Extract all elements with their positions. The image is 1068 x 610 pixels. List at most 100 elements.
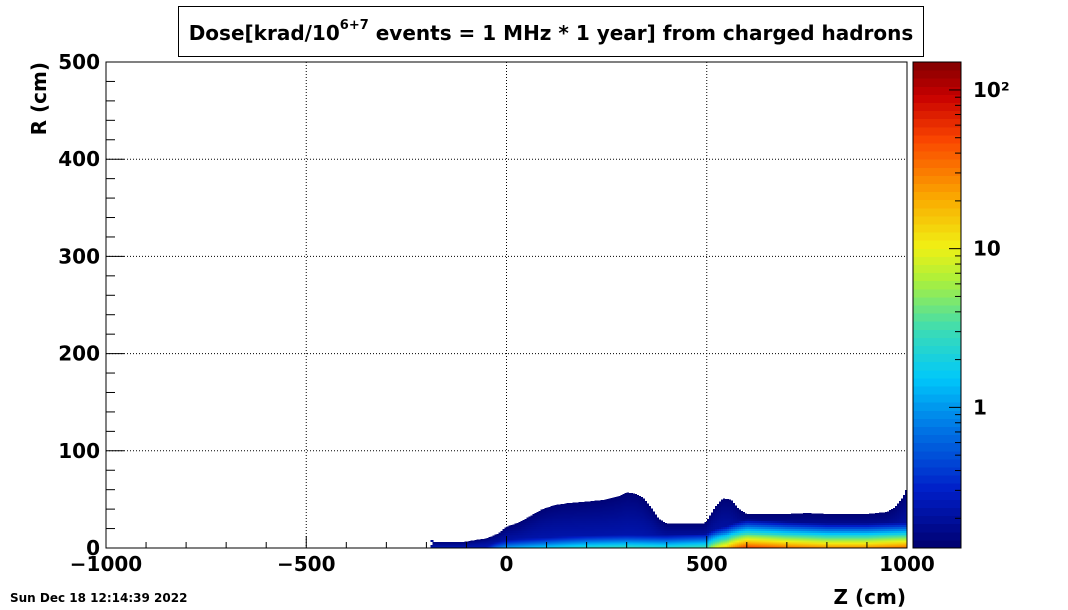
heatmap-cell — [678, 524, 682, 528]
heatmap-cell — [878, 534, 882, 537]
heatmap-cell — [660, 538, 664, 541]
heatmap-cell — [548, 536, 551, 539]
heatmap-cell — [904, 490, 908, 493]
heatmap-cell — [588, 513, 592, 516]
heatmap-cell — [854, 522, 858, 526]
heatmap-cell — [866, 528, 870, 531]
heatmap-cell — [706, 522, 710, 526]
heatmap-cell — [900, 509, 904, 512]
heatmap-cell — [858, 530, 862, 533]
heatmap-cell — [550, 514, 553, 518]
heatmap-cell — [514, 536, 517, 539]
heatmap-cell — [726, 542, 730, 545]
heatmap-cell — [720, 516, 724, 520]
heatmap-cell — [584, 513, 587, 516]
heatmap-cell — [860, 516, 864, 520]
heatmap-cell — [748, 544, 752, 547]
heatmap-cell — [802, 526, 806, 529]
heatmap-cell — [670, 546, 674, 549]
heatmap-cell — [722, 501, 726, 504]
heatmap-cell — [894, 507, 898, 510]
heatmap-cell — [800, 544, 804, 547]
heatmap-cell — [600, 514, 604, 518]
heatmap-cell — [700, 528, 704, 531]
heatmap-cell — [596, 503, 600, 506]
heatmap-cell — [612, 524, 616, 528]
heatmap-cell — [562, 532, 565, 535]
heatmap-cell — [744, 530, 748, 533]
heatmap-cell — [622, 544, 626, 547]
heatmap-cell — [472, 544, 475, 547]
heatmap-cell — [634, 501, 638, 504]
heatmap-cell — [850, 520, 854, 524]
heatmap-cell — [660, 532, 664, 535]
heatmap-cell — [612, 532, 616, 535]
heatmap-cell — [594, 503, 598, 506]
heatmap-cell — [580, 526, 583, 529]
heatmap-cell — [586, 511, 590, 514]
heatmap-cell — [614, 538, 618, 541]
heatmap-cell — [636, 546, 640, 549]
heatmap-cell — [870, 542, 874, 545]
heatmap-cell — [582, 509, 585, 512]
heatmap-cell — [540, 520, 543, 524]
heatmap-cell — [588, 522, 592, 526]
heatmap-cell — [688, 532, 692, 535]
heatmap-cell — [798, 514, 802, 518]
heatmap-cell — [724, 534, 728, 537]
heatmap-cell — [724, 544, 728, 547]
heatmap-cell — [672, 530, 676, 533]
heatmap-cell — [758, 524, 762, 528]
heatmap-cell — [824, 532, 828, 535]
heatmap-cell — [706, 546, 710, 549]
heatmap-cell — [490, 536, 493, 539]
heatmap-cell — [510, 534, 513, 537]
heatmap-cell — [776, 536, 780, 539]
heatmap-cell — [582, 530, 585, 533]
color-scale-band — [913, 386, 961, 395]
heatmap-cell — [744, 538, 748, 541]
heatmap-cell — [808, 540, 812, 543]
heatmap-cell — [680, 523, 684, 526]
heatmap-cell — [738, 518, 742, 522]
heatmap-cell — [668, 528, 672, 531]
heatmap-cell — [640, 534, 644, 537]
heatmap-cell — [670, 528, 674, 531]
heatmap-cell — [724, 524, 728, 528]
heatmap-cell — [484, 542, 487, 545]
heatmap-cell — [810, 514, 814, 518]
heatmap-cell — [892, 511, 896, 514]
heatmap-cell — [502, 544, 505, 547]
heatmap-cell — [654, 536, 658, 539]
heatmap-cell — [742, 540, 746, 543]
heatmap-cell — [798, 524, 802, 528]
heatmap-cell — [876, 532, 880, 535]
heatmap-cell — [540, 524, 543, 528]
heatmap-cell — [696, 534, 700, 537]
heatmap-cell — [888, 538, 892, 541]
heatmap-cell — [886, 513, 890, 516]
heatmap-cell — [700, 536, 704, 539]
heatmap-cell — [820, 513, 824, 516]
heatmap-cell — [702, 538, 706, 541]
heatmap-cell — [716, 538, 720, 541]
heatmap-cell — [554, 518, 557, 522]
heatmap-cell — [684, 538, 688, 541]
heatmap-cell — [750, 526, 754, 529]
heatmap-cell — [560, 522, 563, 526]
heatmap-cell — [878, 538, 882, 541]
heatmap-cell — [572, 520, 575, 524]
heatmap-cell — [608, 522, 612, 526]
heatmap-cell — [598, 520, 602, 524]
heatmap-cell — [668, 523, 672, 526]
heatmap-cell — [684, 526, 688, 529]
heatmap-cell — [846, 526, 850, 529]
heatmap-cell — [592, 514, 596, 518]
heatmap-cell — [862, 544, 866, 547]
heatmap-cell — [554, 544, 557, 547]
heatmap-cell — [752, 522, 756, 526]
heatmap-cell — [606, 538, 610, 541]
heatmap-cell — [572, 507, 575, 510]
heatmap-cell — [870, 538, 874, 541]
heatmap-cell — [820, 526, 824, 529]
